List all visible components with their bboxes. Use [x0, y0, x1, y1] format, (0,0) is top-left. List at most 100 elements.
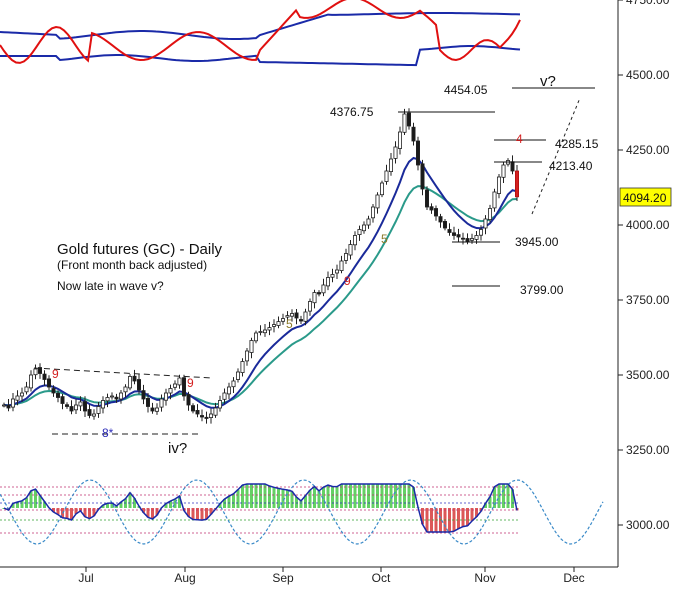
histogram-bar — [254, 484, 258, 508]
candle-body — [208, 413, 213, 418]
wave-label-v: v? — [540, 73, 556, 90]
price-axis-label: 4000.00 — [626, 218, 670, 232]
count-label-5: 9 — [344, 274, 351, 288]
histogram-bar — [34, 489, 37, 508]
histogram-bar — [358, 484, 361, 508]
oscillator-red-line — [0, 0, 521, 64]
candle-body — [240, 361, 245, 374]
candle-body — [361, 224, 366, 232]
candle-body — [339, 260, 344, 272]
histogram-bar — [38, 495, 42, 508]
histogram-bar — [461, 508, 465, 527]
histogram-bar — [412, 487, 415, 508]
histogram-bar — [196, 508, 199, 520]
candle-body — [74, 404, 79, 411]
candle-body — [271, 324, 276, 327]
histogram-bar — [43, 501, 46, 508]
histogram-bar — [232, 493, 235, 508]
time-axis-label: Dec — [563, 571, 584, 585]
histogram-bar — [115, 505, 118, 508]
candle-body — [159, 398, 164, 408]
histogram-bar — [421, 508, 424, 525]
candle-body — [136, 379, 141, 391]
candle-body — [47, 378, 52, 388]
level-label-3799: 3799.00 — [520, 283, 564, 297]
histogram-bar — [151, 508, 154, 520]
histogram-bar — [56, 508, 60, 515]
candle-body — [321, 284, 326, 294]
price-axis-label: 4500.00 — [626, 68, 670, 82]
candle-body — [226, 386, 231, 395]
histogram-bar — [164, 503, 168, 508]
histogram-bar — [65, 508, 69, 519]
histogram-bar — [92, 508, 96, 516]
histogram-bar — [506, 484, 510, 508]
candle-body — [150, 407, 155, 412]
candle-body — [460, 237, 465, 240]
histogram-bars — [2, 484, 519, 532]
last-price-label: 4094.20 — [623, 191, 667, 205]
histogram-bar — [340, 484, 343, 508]
candle-body — [469, 238, 474, 241]
candle-body — [352, 235, 357, 246]
chart-note: Now late in wave v? — [57, 279, 164, 293]
candle-body — [186, 394, 191, 406]
candle-body — [190, 405, 195, 412]
candle-body — [145, 397, 150, 407]
candle-body — [357, 229, 362, 235]
candle-body — [168, 388, 173, 394]
histogram-bar — [178, 496, 181, 508]
histogram-bar — [470, 508, 474, 521]
candle-body — [515, 170, 520, 198]
histogram-bar — [236, 489, 240, 508]
candle-body — [474, 235, 479, 240]
histogram-bar — [331, 486, 334, 508]
histogram-bar — [403, 484, 406, 508]
candle-body — [10, 398, 15, 408]
candle-body — [433, 208, 438, 217]
histogram-bar — [241, 485, 244, 508]
histogram-bar — [484, 503, 487, 508]
time-axis-label: Sep — [272, 571, 294, 585]
candle-body — [384, 170, 389, 182]
price-axis-label: 4250.00 — [626, 143, 670, 157]
candle-body — [172, 383, 177, 388]
histogram-bar — [457, 508, 460, 529]
histogram-bar — [110, 502, 114, 508]
histogram-bar — [25, 497, 28, 508]
candle-body — [429, 206, 434, 211]
histogram-bar — [191, 508, 195, 520]
candle-body — [181, 377, 186, 397]
histogram-bar — [380, 484, 384, 508]
bollinger-oscillator-panel — [0, 0, 521, 67]
candle-body — [465, 238, 470, 242]
moving-average-blue — [3, 156, 518, 409]
histogram-bar — [268, 486, 271, 508]
histogram-bar — [511, 489, 514, 508]
bottom-panel-reference-lines — [0, 486, 520, 534]
histogram-bar — [344, 484, 348, 508]
candle-body — [312, 292, 317, 304]
histogram-bar — [308, 490, 312, 508]
candle-body — [38, 367, 43, 374]
candle-body — [388, 158, 393, 173]
cycle-wave — [0, 479, 604, 545]
candle-body — [2, 404, 7, 407]
count-label-6: 5 — [381, 232, 388, 246]
histogram-bar — [394, 484, 397, 508]
histogram-bar — [29, 490, 33, 508]
histogram-bar — [133, 498, 136, 508]
histogram-bar — [367, 484, 370, 508]
candle-body — [101, 400, 106, 409]
candle-body — [487, 208, 492, 221]
candle-body — [402, 113, 407, 133]
histogram-bar — [295, 497, 298, 508]
candle-body — [33, 368, 38, 376]
histogram-bar — [142, 508, 145, 513]
time-axis-label: Aug — [174, 571, 195, 585]
candle-body — [343, 253, 348, 261]
histogram-bar — [250, 484, 253, 508]
last-price-tag — [619, 187, 672, 207]
histogram-bar — [452, 508, 456, 532]
histogram-bar — [425, 508, 429, 532]
